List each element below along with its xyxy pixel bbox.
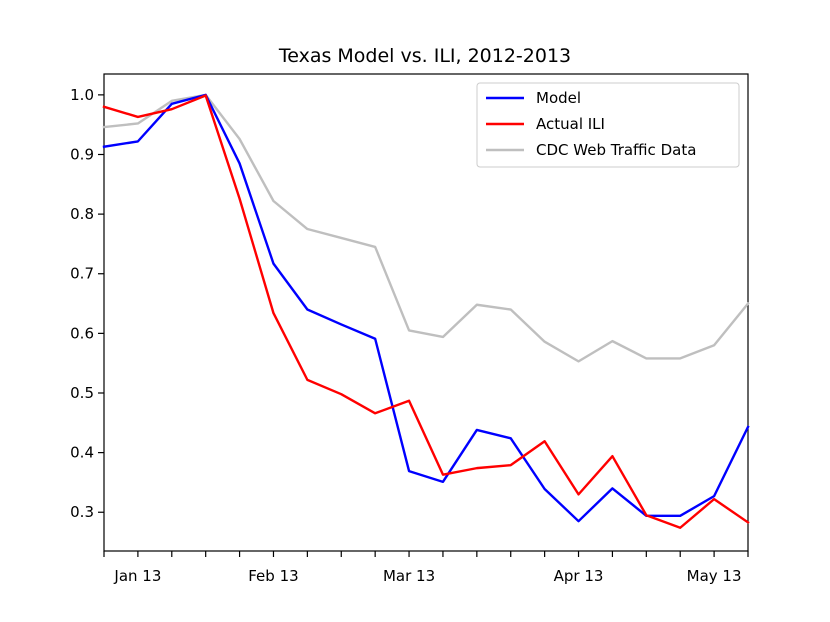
legend-frame <box>476 82 740 168</box>
x-tick-label: Apr 13 <box>554 567 604 585</box>
legend-label: CDC Web Traffic Data <box>536 141 696 159</box>
series-line-cdc-web-traffic-data <box>102 93 750 363</box>
series-line-model <box>102 93 750 523</box>
y-tick-label: 1.0 <box>70 86 94 104</box>
y-tick-label: 0.7 <box>70 265 94 283</box>
x-tick-label: May 13 <box>687 567 742 585</box>
x-tick-label: Jan 13 <box>113 567 161 585</box>
series-line-actual-ili <box>102 94 750 529</box>
y-tick-label: 0.4 <box>70 444 94 462</box>
y-tick-label: 0.3 <box>70 503 94 521</box>
series-group <box>102 93 750 529</box>
plot-area <box>103 73 749 552</box>
legend-label: Actual ILI <box>536 115 605 133</box>
chart-title: Texas Model vs. ILI, 2012-2013 <box>278 45 571 67</box>
y-tick-label: 0.6 <box>70 324 94 342</box>
y-tick-label: 0.9 <box>70 145 94 163</box>
x-tick-label: Feb 13 <box>248 567 298 585</box>
legend-label: Model <box>536 89 581 107</box>
y-tick-label: 0.8 <box>70 205 94 223</box>
x-tick-label: Mar 13 <box>383 567 435 585</box>
x-axis: Jan 13 Feb 13 Mar 13 Apr 13 May 13 <box>103 551 749 585</box>
y-tick-label: 0.5 <box>70 384 94 402</box>
legend: Model Actual ILI CDC Web Traffic Data <box>476 82 740 168</box>
plot-frame <box>103 73 749 552</box>
y-axis: 0.3 0.4 0.5 0.6 0.7 0.8 0.9 1.0 <box>70 86 104 521</box>
